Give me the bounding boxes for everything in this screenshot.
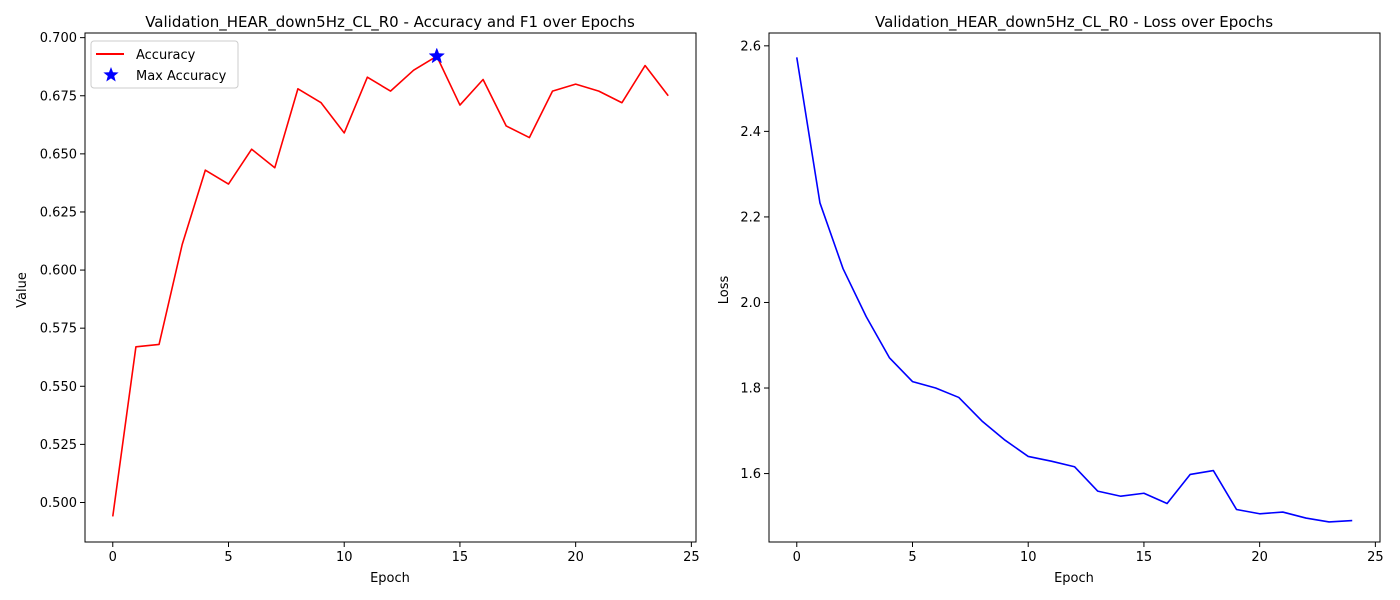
- legend-box: [90, 40, 239, 89]
- y-axis-label: Loss: [717, 276, 732, 305]
- x-tick-label: 5: [908, 550, 916, 565]
- x-axis-label: Epoch: [1054, 571, 1094, 586]
- y-tick-label: 2.6: [740, 39, 761, 54]
- x-tick-label: 15: [452, 550, 469, 565]
- x-tick-label: 10: [336, 550, 353, 565]
- x-tick-label: 20: [1251, 550, 1268, 565]
- y-tick-label: 0.575: [40, 322, 77, 337]
- series-line: [795, 57, 1353, 523]
- y-tick-label: 2.0: [740, 296, 761, 311]
- y-tick-label: 2.2: [740, 210, 761, 225]
- legend-max-accuracy-marker: [103, 67, 119, 82]
- y-tick-label: 0.650: [40, 147, 77, 162]
- y-tick-label: 1.6: [740, 467, 761, 482]
- plot-frame: [768, 32, 1381, 543]
- x-tick-label: 0: [109, 550, 117, 565]
- max-accuracy-marker: [428, 47, 446, 64]
- x-tick-label: 25: [1367, 550, 1384, 565]
- y-tick-label: 0.550: [40, 380, 77, 395]
- y-tick-label: 0.500: [40, 496, 77, 511]
- series-line: [111, 55, 669, 517]
- legend: Accuracy Max Accuracy: [90, 40, 239, 89]
- y-tick-label: 1.8: [740, 382, 761, 397]
- accuracy-chart: Validation_HEAR_down5Hz_CL_R0 - Accuracy…: [15, 13, 700, 586]
- x-tick-label: 0: [793, 550, 801, 565]
- x-tick-label: 15: [1136, 550, 1153, 565]
- ticks: 0 5 10 15 20 25 0.500 0.525 0.550 0.575 0.600 0.625…: [40, 31, 700, 565]
- plot-area: [111, 47, 669, 517]
- y-tick-label: 0.675: [40, 89, 77, 104]
- loss-chart: Validation_HEAR_down5Hz_CL_R0 - Loss ove…: [717, 13, 1384, 586]
- x-tick-label: 10: [1020, 550, 1037, 565]
- legend-max-accuracy-label: Max Accuracy: [136, 69, 227, 84]
- ticks: 0 5 10 15 20 25 1.6 1.8 2.0 2.2 2.4 2.6: [740, 39, 1383, 565]
- plot-frame: [84, 32, 697, 543]
- x-axis-label: Epoch: [370, 571, 410, 586]
- chart-title: Validation_HEAR_down5Hz_CL_R0 - Accuracy…: [145, 13, 635, 32]
- x-tick-label: 25: [683, 550, 700, 565]
- y-axis-label: Value: [15, 272, 30, 308]
- x-tick-label: 20: [567, 550, 584, 565]
- y-tick-label: 0.600: [40, 264, 77, 279]
- y-tick-label: 0.625: [40, 205, 77, 220]
- y-tick-label: 0.700: [40, 31, 77, 46]
- y-tick-label: 0.525: [40, 438, 77, 453]
- chart-title: Validation_HEAR_down5Hz_CL_R0 - Loss ove…: [875, 13, 1273, 32]
- y-tick-label: 2.4: [740, 125, 761, 140]
- plot-area: [795, 57, 1353, 523]
- legend-accuracy-label: Accuracy: [136, 48, 196, 63]
- x-tick-label: 5: [224, 550, 232, 565]
